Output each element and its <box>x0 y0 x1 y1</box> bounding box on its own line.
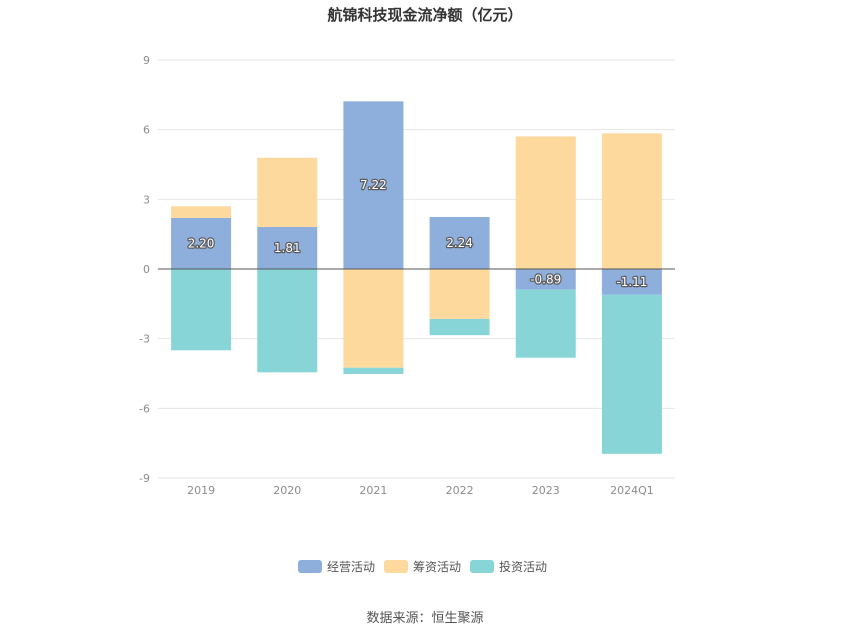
y-tick-label: 0 <box>143 263 150 276</box>
x-tick-label: 2024Q1 <box>610 484 654 497</box>
legend-swatch <box>384 560 408 573</box>
data-label: 2.24 <box>446 236 473 250</box>
legend-item-2[interactable]: 投资活动 <box>470 559 547 574</box>
data-labels: 2.20 1.81 7.22 2.24 -0.89 -1.11 <box>187 177 649 290</box>
legend-label: 投资活动 <box>499 559 547 574</box>
bar-0-0[interactable] <box>171 217 232 269</box>
data-label: 2.20 <box>188 236 215 250</box>
bar-2-5[interactable] <box>601 294 662 454</box>
legend-swatch <box>470 560 494 573</box>
source-text: 数据来源：恒生聚源 <box>366 611 483 626</box>
y-tick-label: -6 <box>139 402 150 415</box>
y-tick-label: 6 <box>143 124 150 137</box>
axes: 9 6 3 0 -3 -6 -9 2019 2020 2021 2022 2023 2024Q1 <box>139 54 675 497</box>
bars <box>171 101 662 454</box>
bar-1-2[interactable] <box>343 269 404 368</box>
legend-label: 筹资活动 <box>413 560 461 574</box>
bar-1-0[interactable] <box>171 206 232 218</box>
y-tick-label: -9 <box>139 472 150 485</box>
x-tick-label: 2019 <box>187 484 215 497</box>
legend[interactable]: 经营活动 筹资活动 投资活动 <box>298 559 547 574</box>
bar-0-5[interactable] <box>601 269 662 295</box>
legend-label: 经营活动 <box>327 560 375 574</box>
bar-1-1[interactable] <box>257 157 318 227</box>
bar-0-2[interactable] <box>343 101 404 269</box>
x-tick-label: 2022 <box>446 484 474 497</box>
bar-2-4[interactable] <box>515 289 576 358</box>
legend-swatch <box>298 560 322 573</box>
chart-title: 航锦科技现金流净额（亿元） <box>327 6 522 24</box>
bar-1-5[interactable] <box>601 133 662 269</box>
grid-lines <box>158 59 675 479</box>
bar-0-3[interactable] <box>429 216 490 269</box>
data-label: 1.81 <box>274 241 301 255</box>
x-tick-label: 2023 <box>532 484 560 497</box>
y-tick-label: 3 <box>143 193 150 206</box>
x-tick-label: 2021 <box>359 484 387 497</box>
bar-2-3[interactable] <box>429 318 490 336</box>
data-label: -1.11 <box>616 275 647 289</box>
legend-item-1[interactable]: 筹资活动 <box>384 560 461 574</box>
y-tick-label: 9 <box>143 54 150 67</box>
legend-item-0[interactable]: 经营活动 <box>298 560 375 574</box>
bar-2-2[interactable] <box>343 367 404 374</box>
y-tick-label: -3 <box>139 333 150 346</box>
x-tick-label: 2020 <box>273 484 301 497</box>
bar-2-1[interactable] <box>257 269 318 373</box>
bar-1-4[interactable] <box>515 136 576 269</box>
bar-2-0[interactable] <box>171 269 232 351</box>
data-label: -0.89 <box>530 272 561 286</box>
data-label: 7.22 <box>360 178 387 192</box>
bar-1-3[interactable] <box>429 269 490 319</box>
bar-0-1[interactable] <box>257 226 318 269</box>
bar-0-4[interactable] <box>515 269 576 290</box>
